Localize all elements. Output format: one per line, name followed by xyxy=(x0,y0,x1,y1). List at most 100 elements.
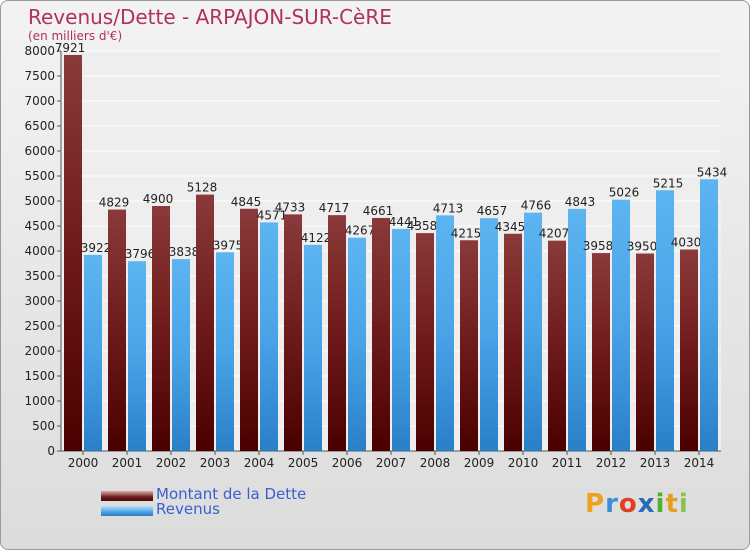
x-tick-label: 2001 xyxy=(112,456,143,470)
x-tick-label: 2002 xyxy=(156,456,187,470)
bar-dette xyxy=(240,208,258,451)
logo-letter: i xyxy=(678,489,689,519)
legend-swatch-dette xyxy=(101,491,153,501)
x-tick-label: 2009 xyxy=(464,456,495,470)
bar-dette xyxy=(680,249,698,451)
x-tick-label: 2010 xyxy=(508,456,539,470)
data-label-dette: 4207 xyxy=(539,227,570,241)
proxiti-logo: Proxiti xyxy=(585,489,689,519)
bar-dette xyxy=(592,253,610,451)
y-tick-label: 5000 xyxy=(24,194,55,208)
data-label-revenus: 4657 xyxy=(477,204,508,218)
y-tick-label: 2000 xyxy=(24,344,55,358)
logo-letter: o xyxy=(618,489,638,519)
bar-revenus xyxy=(436,215,454,451)
data-label-revenus: 4843 xyxy=(565,195,596,209)
y-tick-label: 500 xyxy=(32,419,55,433)
x-tick-label: 2008 xyxy=(420,456,451,470)
bar-dette xyxy=(416,233,434,451)
x-tick-label: 2006 xyxy=(332,456,363,470)
y-tick-label: 4500 xyxy=(24,219,55,233)
data-label-dette: 7921 xyxy=(55,41,86,55)
data-label-revenus: 5026 xyxy=(609,186,640,200)
bar-revenus xyxy=(392,228,410,451)
bar-revenus xyxy=(84,254,102,451)
bar-revenus xyxy=(612,199,630,451)
bar-dette xyxy=(196,194,214,451)
legend-swatch-revenus xyxy=(101,506,153,516)
data-label-dette: 4733 xyxy=(275,200,306,214)
data-label-dette: 4829 xyxy=(99,196,130,210)
data-label-revenus: 4267 xyxy=(345,224,376,238)
bar-revenus xyxy=(524,212,542,451)
y-tick-label: 6000 xyxy=(24,144,55,158)
y-tick-label: 4000 xyxy=(24,244,55,258)
data-label-revenus: 5434 xyxy=(697,165,728,179)
chart-subtitle: (en milliers d'€) xyxy=(28,29,123,43)
bar-revenus xyxy=(700,179,718,452)
y-tick-label: 7500 xyxy=(24,69,55,83)
bar-dette xyxy=(328,215,346,451)
x-tick-label: 2011 xyxy=(552,456,583,470)
bar-revenus xyxy=(128,261,146,451)
x-tick-label: 2012 xyxy=(596,456,627,470)
x-tick-label: 2007 xyxy=(376,456,407,470)
bar-dette xyxy=(504,233,522,451)
legend-label-revenus: Revenus xyxy=(156,500,220,518)
logo-letter: P xyxy=(585,489,606,519)
bar-revenus xyxy=(304,244,322,451)
y-tick-label: 3500 xyxy=(24,269,55,283)
bar-revenus xyxy=(260,222,278,451)
y-tick-label: 5500 xyxy=(24,169,55,183)
y-tick-label: 2500 xyxy=(24,319,55,333)
y-tick-label: 3000 xyxy=(24,294,55,308)
x-tick-label: 2005 xyxy=(288,456,319,470)
logo-letter: i xyxy=(655,489,666,519)
data-label-revenus: 3838 xyxy=(169,245,200,259)
chart-title: Revenus/Dette - ARPAJON-SUR-CèRE xyxy=(28,5,392,29)
bar-dette xyxy=(64,54,82,451)
data-label-revenus: 4571 xyxy=(257,208,288,222)
bar-revenus xyxy=(656,190,674,451)
data-label-dette: 5128 xyxy=(187,181,218,195)
data-label-dette: 4717 xyxy=(319,201,350,215)
y-tick-label: 1000 xyxy=(24,394,55,408)
data-label-revenus: 3796 xyxy=(125,247,156,261)
x-tick-label: 2003 xyxy=(200,456,231,470)
bar-dette xyxy=(460,240,478,451)
data-label-revenus: 3922 xyxy=(81,241,112,255)
bar-dette xyxy=(108,209,126,451)
data-label-dette: 4030 xyxy=(671,236,702,250)
bar-dette xyxy=(152,206,170,451)
data-label-dette: 4358 xyxy=(407,219,438,233)
logo-letter: x xyxy=(637,489,656,519)
data-label-revenus: 4713 xyxy=(433,201,464,215)
data-label-dette: 4661 xyxy=(363,204,394,218)
bar-revenus xyxy=(480,218,498,451)
data-label-dette: 4215 xyxy=(451,226,482,240)
x-tick-label: 2014 xyxy=(684,456,715,470)
y-tick-label: 1500 xyxy=(24,369,55,383)
bar-revenus xyxy=(568,208,586,451)
logo-letter: t xyxy=(665,489,679,519)
data-label-revenus: 4441 xyxy=(389,215,420,229)
data-label-revenus: 4122 xyxy=(301,231,332,245)
x-tick-label: 2000 xyxy=(68,456,99,470)
data-label-revenus: 5215 xyxy=(653,176,684,190)
legend-label-dette: Montant de la Dette xyxy=(156,485,307,503)
y-tick-label: 8000 xyxy=(24,44,55,58)
bar-revenus xyxy=(172,259,190,451)
bar-dette xyxy=(548,240,566,451)
bar-dette xyxy=(284,214,302,451)
y-tick-label: 6500 xyxy=(24,119,55,133)
bar-dette xyxy=(636,253,654,451)
y-tick-label: 7000 xyxy=(24,94,55,108)
data-label-revenus: 4766 xyxy=(521,199,552,213)
x-tick-label: 2004 xyxy=(244,456,275,470)
data-label-dette: 4845 xyxy=(231,195,262,209)
data-label-dette: 3950 xyxy=(627,240,658,254)
data-label-revenus: 3975 xyxy=(213,238,244,252)
x-tick-label: 2013 xyxy=(640,456,671,470)
